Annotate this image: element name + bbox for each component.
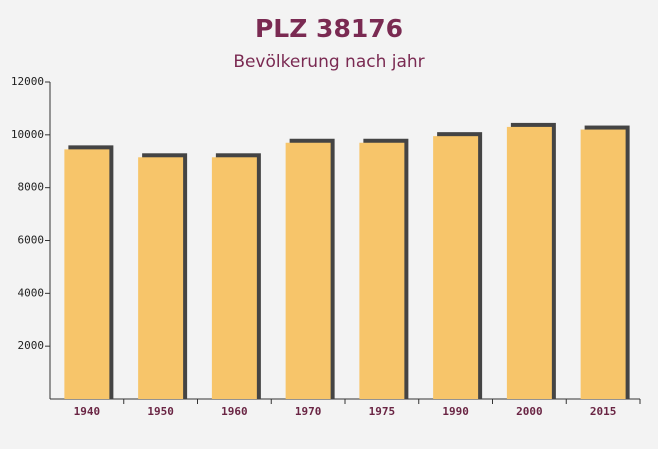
bar xyxy=(285,142,331,399)
bar xyxy=(580,129,626,400)
x-tick-label: 1950 xyxy=(147,405,174,418)
x-tick-label: 1975 xyxy=(369,405,396,418)
bar xyxy=(138,157,184,399)
y-tick-label: 6000 xyxy=(18,234,45,247)
x-tick-label: 1940 xyxy=(74,405,101,418)
bar xyxy=(359,142,405,399)
x-tick-label: 1970 xyxy=(295,405,322,418)
x-tick-label: 2015 xyxy=(590,405,617,418)
x-tick-label: 2000 xyxy=(516,405,543,418)
bar xyxy=(211,157,257,399)
bar xyxy=(64,149,110,399)
x-tick-label: 1960 xyxy=(221,405,248,418)
x-tick-label: 1990 xyxy=(442,405,469,418)
bar xyxy=(506,126,552,400)
y-tick-label: 4000 xyxy=(18,286,45,299)
bar xyxy=(433,136,479,399)
chart-title: PLZ 38176 xyxy=(255,14,403,43)
y-tick-label: 12000 xyxy=(11,75,44,88)
chart-subtitle: Bevölkerung nach jahr xyxy=(233,52,424,72)
y-tick-label: 8000 xyxy=(18,181,45,194)
y-tick-label: 10000 xyxy=(11,128,44,141)
y-tick-label: 2000 xyxy=(18,339,45,352)
